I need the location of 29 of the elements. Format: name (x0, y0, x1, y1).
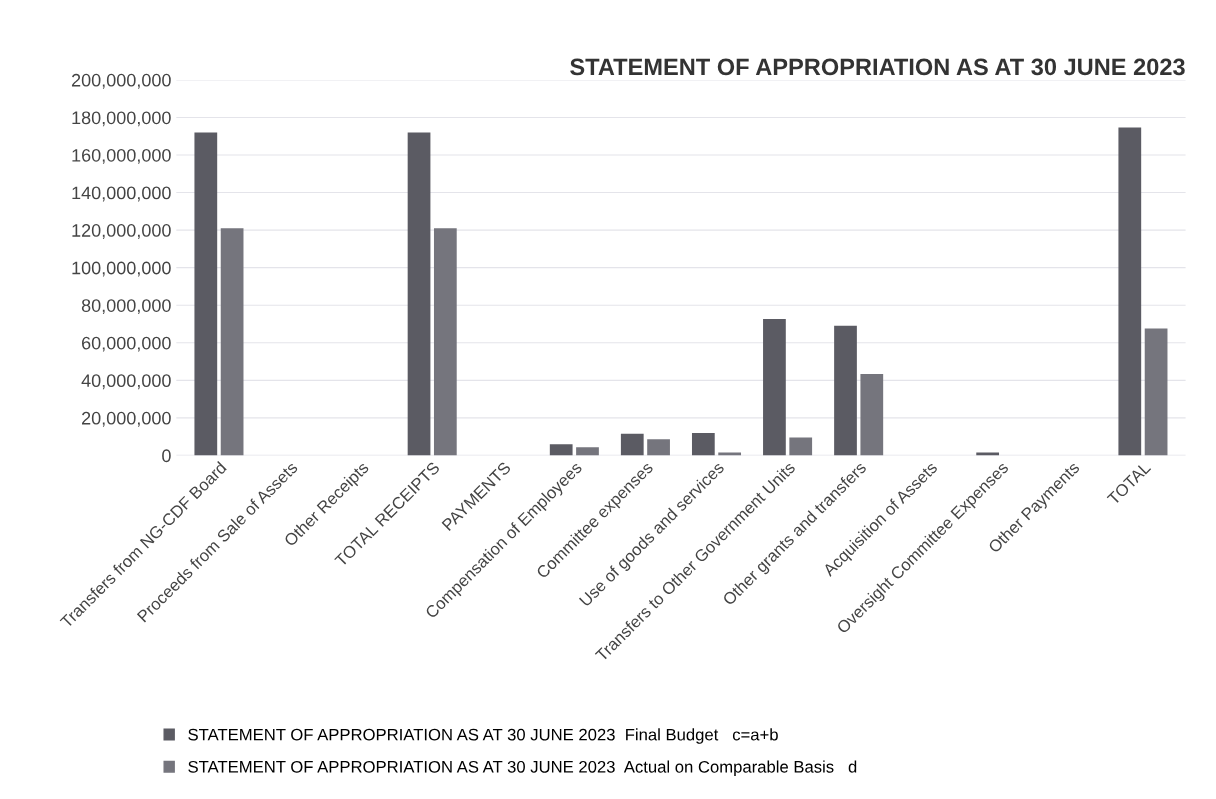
y-tick-label: 140,000,000 (72, 186, 171, 202)
chart-title: STATEMENT OF APPROPRIATION AS AT 30 JUNE 2023 (570, 58, 1185, 76)
bar (407, 132, 431, 456)
y-tick-label: 120,000,000 (72, 224, 171, 239)
y-tick-label: 80,000,000 (81, 299, 171, 315)
y-tick-label: 40,000,000 (81, 374, 171, 390)
bar (220, 228, 244, 456)
bar (620, 433, 644, 456)
bar (647, 439, 670, 456)
bar (549, 444, 573, 456)
legend-label: STATEMENT OF APPROPRIATION AS AT 30 JUNE 2023 Actual on Comparable Basis d (188, 760, 857, 777)
bar (691, 432, 715, 456)
y-tick-label: 160,000,000 (72, 148, 171, 164)
bar (433, 228, 457, 456)
bar (1144, 328, 1168, 456)
legend-label: STATEMENT OF APPROPRIATION AS AT 30 JUNE 2023 Final Budget c=a+b (188, 728, 778, 744)
bar (576, 447, 599, 456)
bar (834, 325, 857, 456)
bar (194, 132, 218, 456)
y-tick-label: 20,000,000 (82, 411, 171, 427)
y-tick-label: 60,000,000 (82, 336, 171, 352)
y-tick-label: 100,000,000 (72, 261, 171, 277)
y-tick-label: 180,000,000 (72, 111, 171, 127)
y-tick-label: 0 (162, 449, 171, 463)
bar (860, 373, 884, 456)
bar (763, 318, 786, 456)
y-tick-label: 200,000,000 (71, 73, 171, 89)
bar (789, 437, 813, 456)
bar (1118, 127, 1142, 456)
